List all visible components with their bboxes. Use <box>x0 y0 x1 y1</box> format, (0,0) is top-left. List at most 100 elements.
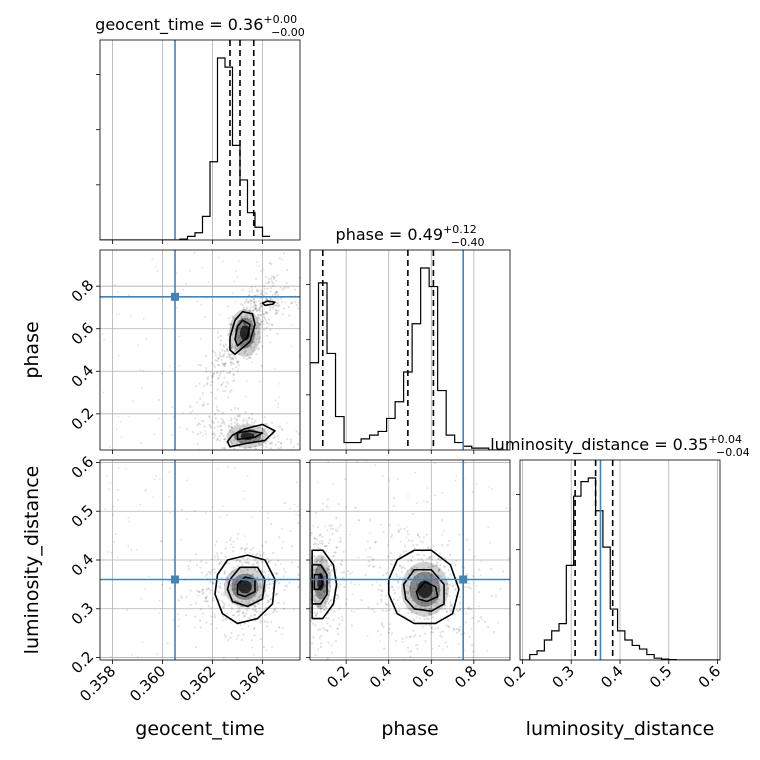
sample-point <box>182 288 185 291</box>
sample-point <box>401 565 404 569</box>
sample-point <box>501 570 505 573</box>
sample-point <box>235 559 238 562</box>
sample-point <box>127 517 130 519</box>
sample-point <box>327 580 330 584</box>
sample-point <box>180 538 182 541</box>
sample-point <box>258 586 261 589</box>
sample-point <box>355 506 357 509</box>
panel-geocent_time-luminosity_distance <box>100 460 300 660</box>
sample-point <box>210 391 213 394</box>
sample-point <box>411 568 414 571</box>
sample-point <box>437 557 440 560</box>
sample-point <box>418 536 421 539</box>
sample-point <box>269 306 272 309</box>
sample-point <box>257 299 260 302</box>
sample-point <box>339 539 343 542</box>
sample-point <box>258 607 261 610</box>
sample-point <box>112 505 115 508</box>
sample-point <box>369 555 372 559</box>
sample-point <box>269 523 273 526</box>
contour-line <box>236 576 256 598</box>
sample-point <box>244 395 247 398</box>
sample-point <box>345 598 348 601</box>
sample-point <box>261 319 265 322</box>
sample-point <box>402 550 406 553</box>
sample-point <box>233 437 237 440</box>
ytick-label-luminosity_distance: 0.3 <box>68 599 98 629</box>
sample-point <box>397 586 400 589</box>
sample-point <box>257 596 260 599</box>
sample-point <box>470 627 473 630</box>
sample-point <box>233 467 236 470</box>
sample-point <box>244 452 246 454</box>
sample-point <box>426 604 429 607</box>
sample-point <box>422 536 425 539</box>
sample-point <box>392 588 395 591</box>
contour-line <box>226 566 266 608</box>
sample-point <box>228 353 231 357</box>
sample-point <box>446 617 449 620</box>
sample-point <box>276 274 279 277</box>
sample-point <box>323 585 326 588</box>
sample-point <box>397 478 399 481</box>
sample-point <box>305 531 307 533</box>
sample-point <box>301 546 303 548</box>
sample-point <box>229 361 232 364</box>
sample-point <box>244 411 247 414</box>
sample-point <box>324 589 327 592</box>
sample-point <box>229 536 233 539</box>
sample-point <box>247 300 250 303</box>
sample-point <box>321 560 325 564</box>
sample-point <box>217 590 220 594</box>
sample-point <box>434 462 436 465</box>
sample-point <box>217 336 220 339</box>
sample-point <box>323 591 327 594</box>
sample-point <box>233 421 237 424</box>
sample-point <box>109 482 112 485</box>
sample-point <box>259 621 262 624</box>
sample-point <box>230 588 234 591</box>
sample-point <box>235 338 238 341</box>
sample-point <box>233 584 236 587</box>
sample-point <box>266 594 269 598</box>
sample-point <box>253 333 256 336</box>
sample-point <box>279 446 283 449</box>
sample-point <box>230 322 233 325</box>
sample-point <box>328 524 331 527</box>
sample-point <box>128 416 131 418</box>
sample-point <box>420 571 423 574</box>
sample-point <box>248 308 252 312</box>
sample-point <box>449 601 452 604</box>
sample-point <box>380 589 383 592</box>
sample-point <box>442 529 445 532</box>
sample-point <box>324 525 327 528</box>
sample-point <box>339 537 342 540</box>
sample-point <box>140 386 143 389</box>
sample-point <box>241 440 244 444</box>
sample-point <box>492 630 496 634</box>
sample-point <box>407 592 410 596</box>
sample-point <box>411 590 415 593</box>
sample-point <box>433 494 436 497</box>
sample-point <box>236 415 239 418</box>
sample-point <box>226 514 229 517</box>
sample-point <box>259 314 262 317</box>
sample-point <box>393 557 396 560</box>
sample-point <box>212 350 215 353</box>
sample-point <box>260 586 263 589</box>
sample-point <box>271 306 274 309</box>
sample-point <box>212 581 215 584</box>
sample-point <box>286 268 289 272</box>
sample-point <box>295 430 298 433</box>
sample-point <box>307 622 309 624</box>
ytick-label-phase: 0.2 <box>68 404 98 434</box>
sample-point <box>335 516 338 519</box>
sample-point <box>271 275 274 278</box>
sample-point <box>226 349 229 352</box>
sample-point <box>236 441 239 444</box>
sample-point <box>243 548 247 551</box>
sample-point <box>385 573 388 576</box>
sample-point <box>403 527 406 531</box>
sample-point <box>238 609 241 612</box>
sample-point <box>201 420 204 423</box>
